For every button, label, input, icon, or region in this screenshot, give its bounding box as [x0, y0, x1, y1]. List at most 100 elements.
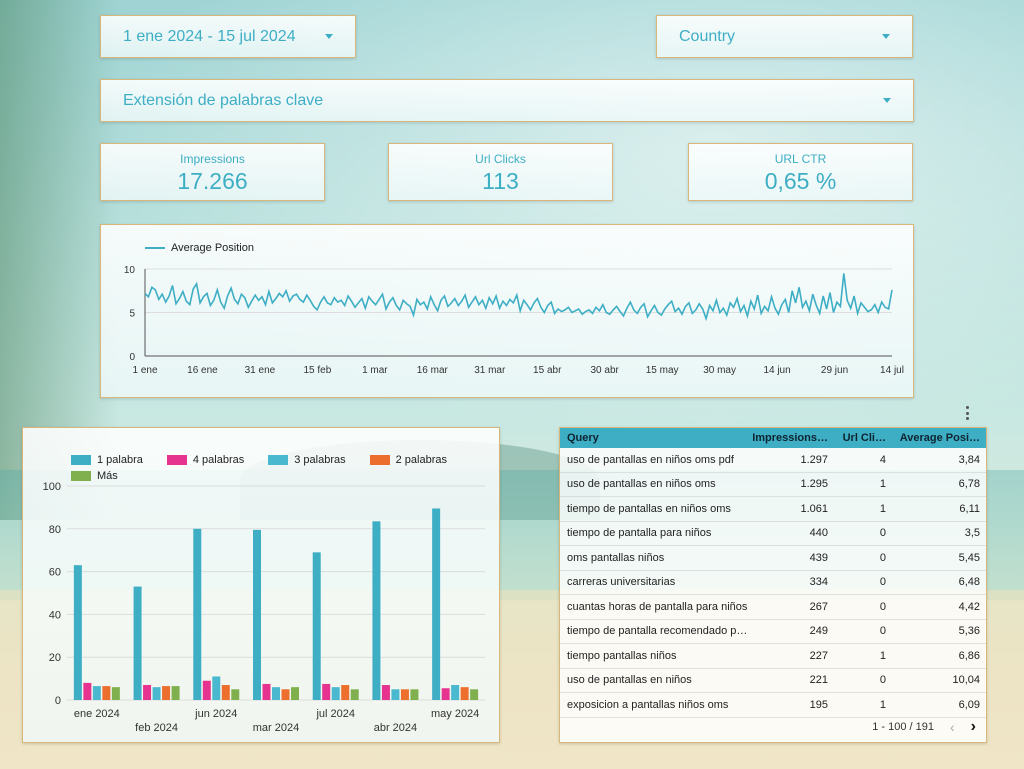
- cell-impressions: 195: [809, 698, 828, 711]
- table-row[interactable]: uso de pantallas en niños oms pdf 1.297 4 3…: [560, 448, 986, 473]
- column-header-average-position[interactable]: Average Posi…: [899, 432, 980, 444]
- cell-url-clicks: 0: [879, 576, 886, 589]
- table-row[interactable]: uso de pantallas en niños 221 0 10,04: [560, 669, 986, 693]
- kpi-url-ctr: URL CTR 0,65 %: [688, 143, 913, 201]
- x-tick-label: 16 mar: [417, 365, 449, 376]
- caret-down-icon: [325, 34, 333, 39]
- legend-swatch: [71, 471, 91, 481]
- cell-query: cuantas horas de pantalla para niños: [567, 600, 748, 613]
- bar-3-palabras: [272, 687, 280, 700]
- cell-url-clicks: 0: [879, 674, 886, 687]
- x-tick-label: feb 2024: [135, 722, 178, 734]
- table-header: Query Impressions… Url Cli… Average Posi…: [560, 428, 986, 448]
- legend-label: 4 palabras: [192, 454, 245, 466]
- country-filter[interactable]: Country: [656, 15, 913, 58]
- column-header-url-clicks[interactable]: Url Cli…: [842, 432, 886, 444]
- legend-label: Más: [97, 470, 118, 482]
- bar-3-palabras: [152, 687, 161, 700]
- cell-query: tiempo pantallas niños: [567, 649, 677, 662]
- x-tick-label: abr 2024: [374, 722, 417, 734]
- cell-url-clicks: 0: [879, 527, 886, 540]
- bar-más: [410, 689, 419, 700]
- cell-query: exposicion a pantallas niños oms: [567, 698, 729, 711]
- cell-query: uso de pantallas en niños oms pdf: [567, 453, 734, 466]
- cell-average-position: 3,84: [958, 453, 980, 466]
- cell-impressions: 1.297: [800, 453, 828, 466]
- kpi-value: 17.266: [177, 168, 248, 194]
- y-tick-label: 0: [129, 352, 135, 363]
- kebab-menu-icon[interactable]: [962, 406, 972, 420]
- bar-1-palabra: [372, 521, 381, 700]
- cell-average-position: 3,5: [964, 527, 980, 540]
- cell-url-clicks: 4: [879, 453, 886, 466]
- legend-swatch: [166, 455, 187, 465]
- keyword-length-filter[interactable]: Extensión de palabras clave: [100, 79, 914, 122]
- cell-average-position: 10,04: [952, 674, 980, 687]
- bar-2-palabras: [341, 685, 350, 700]
- cell-url-clicks: 1: [879, 478, 886, 491]
- cell-url-clicks: 0: [879, 551, 886, 564]
- y-tick-label: 10: [124, 265, 136, 276]
- x-tick-label: 29 jun: [821, 365, 848, 376]
- bar-más: [350, 689, 359, 700]
- bar-más: [171, 686, 180, 700]
- cell-url-clicks: 1: [879, 502, 886, 515]
- table-row[interactable]: tiempo de pantallas en niños oms 1.061 1 6,…: [560, 497, 986, 522]
- bar-chart-svg: 100 80 60 40 20 0 ene 2024 feb 2024 jun 2024 mar …: [43, 481, 485, 734]
- cell-average-position: 5,45: [958, 551, 980, 564]
- kpi-impressions: Impressions 17.266: [100, 143, 325, 201]
- table-row[interactable]: cuantas horas de pantalla para niños 267 0…: [560, 595, 986, 620]
- x-tick-label: may 2024: [431, 708, 479, 720]
- legend-label: 2 palabras: [395, 454, 447, 466]
- column-header-query[interactable]: Query: [567, 432, 599, 444]
- table-row[interactable]: carreras universitarias 334 0 6,48: [560, 571, 986, 595]
- bar-más: [291, 687, 299, 700]
- country-filter-label: Country: [679, 27, 736, 45]
- cell-query: carreras universitarias: [567, 576, 676, 589]
- y-tick-label: 100: [43, 481, 61, 493]
- table-row[interactable]: tiempo de pantalla para niños 440 0 3,5: [560, 522, 986, 546]
- bar-4-palabras: [381, 685, 390, 700]
- chevron-right-icon[interactable]: ›: [970, 718, 976, 735]
- cell-average-position: 6,78: [958, 478, 980, 491]
- cell-impressions: 439: [809, 551, 828, 564]
- x-tick-label: 30 may: [703, 365, 736, 376]
- bar-1-palabra: [312, 552, 321, 700]
- cell-impressions: 334: [809, 576, 828, 589]
- legend-item: 4 palabras: [166, 452, 245, 468]
- cell-query: uso de pantallas en niños: [567, 674, 692, 687]
- legend-swatch: [145, 247, 165, 249]
- table-pagination: 1 - 100 / 191 ‹ ›: [872, 718, 976, 736]
- bar-3-palabras: [212, 676, 221, 700]
- cell-impressions: 221: [809, 674, 828, 687]
- y-tick-label: 80: [49, 524, 61, 536]
- table-row[interactable]: uso de pantallas en niños oms 1.295 1 6,78: [560, 473, 986, 497]
- x-tick-label: jul 2024: [315, 708, 355, 720]
- cell-url-clicks: 0: [879, 625, 886, 638]
- kpi-title: URL CTR: [774, 152, 827, 166]
- average-position-chart: Average Position 10 5 0 1 ene 16 ene 31 ene 15…: [100, 224, 914, 398]
- bar-4-palabras: [143, 685, 152, 700]
- bar-2-palabras: [400, 689, 409, 700]
- x-tick-label: 14 jul: [880, 365, 904, 376]
- table-row[interactable]: exposicion a pantallas niños oms 195 1 6,09: [560, 693, 986, 718]
- table-body: uso de pantallas en niños oms pdf 1.297 4 3…: [560, 448, 986, 718]
- date-range-filter[interactable]: 1 ene 2024 - 15 jul 2024: [100, 15, 356, 58]
- kpi-title: Impressions: [180, 152, 245, 166]
- bar-2-palabras: [162, 686, 171, 700]
- bar-2-palabras: [221, 685, 230, 700]
- legend-item: Más: [71, 468, 118, 484]
- table-row[interactable]: oms pantallas niños 439 0 5,45: [560, 546, 986, 571]
- y-tick-label: 40: [49, 609, 61, 621]
- table-row[interactable]: tiempo de pantalla recomendado po… 249 0 5,…: [560, 620, 986, 644]
- bar-4-palabras: [83, 682, 92, 700]
- table-row[interactable]: tiempo pantallas niños 227 1 6,86: [560, 644, 986, 669]
- bar-1-palabra: [253, 529, 261, 700]
- chevron-left-icon[interactable]: ‹: [950, 719, 955, 735]
- bar-3-palabras: [92, 686, 101, 700]
- kpi-value: 0,65 %: [764, 168, 837, 194]
- query-table: Query Impressions… Url Cli… Average Posi…: [559, 427, 987, 743]
- column-header-impressions[interactable]: Impressions…: [752, 432, 828, 444]
- bar-1-palabra: [193, 528, 202, 700]
- y-tick-label: 5: [129, 309, 135, 320]
